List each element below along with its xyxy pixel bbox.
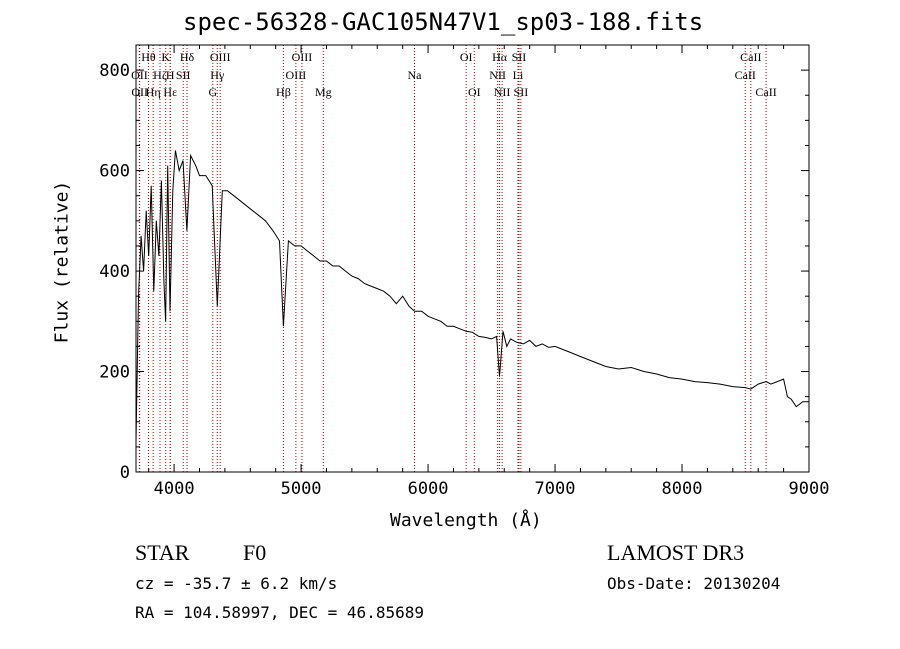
line-label-28: CaII xyxy=(755,85,776,99)
y-tick-label-3: 600 xyxy=(99,162,130,182)
line-label-9: Hδ xyxy=(180,50,195,64)
line-label-18: OI xyxy=(460,50,473,64)
y-tick-label-1: 200 xyxy=(99,363,130,383)
line-label-5: Hε xyxy=(163,85,177,99)
line-label-21: NII xyxy=(489,68,506,82)
line-label-14: OIII xyxy=(292,50,313,64)
object-class-label: STAR xyxy=(135,540,190,565)
axis-ticks: 4000 5000 6000 7000 8000 9000 0 200 400 600 800 xyxy=(99,44,830,499)
line-label-22: NII xyxy=(494,85,511,99)
line-label-0: Hθ xyxy=(141,50,156,64)
line-label-17: Na xyxy=(407,68,422,82)
line-label-27: CaII xyxy=(735,68,756,82)
coordinates-label: RA = 104.58997, DEC = 46.85689 xyxy=(135,603,424,622)
line-label-23: SII xyxy=(512,50,527,64)
subclass-label: F0 xyxy=(243,540,267,565)
line-label-6: K xyxy=(161,50,170,64)
x-tick-label-0: 4000 xyxy=(154,479,195,499)
redshift-label: cz = -35.7 ± 6.2 km/s xyxy=(135,574,338,593)
x-tick-label-5: 9000 xyxy=(789,479,830,499)
line-label-11: Hγ xyxy=(210,68,225,82)
chart-title: spec-56328-GAC105N47V1_sp03-188.fits xyxy=(183,8,704,36)
survey-label: LAMOST DR3 xyxy=(607,540,745,565)
line-label-24: Li xyxy=(513,68,524,82)
line-label-10: OIII xyxy=(210,50,231,64)
line-label-16: Mg xyxy=(315,85,332,99)
obs-date-label: Obs-Date: 20130204 xyxy=(607,574,781,593)
x-tick-label-4: 8000 xyxy=(662,479,703,499)
line-label-19: OI xyxy=(468,85,481,99)
x-tick-label-1: 5000 xyxy=(281,479,322,499)
line-label-3: Hη xyxy=(146,85,161,99)
y-axis-label: Flux (relative) xyxy=(51,180,73,344)
line-label-8: SII xyxy=(176,68,191,82)
line-label-4: Hζ xyxy=(153,68,167,82)
line-label-12: G xyxy=(208,85,217,99)
line-label-15: OIII xyxy=(286,68,307,82)
line-label-25: SII xyxy=(514,85,529,99)
series-flux xyxy=(135,150,809,442)
x-tick-label-3: 7000 xyxy=(535,479,576,499)
line-label-7: H xyxy=(166,68,175,82)
y-tick-label-4: 800 xyxy=(99,61,130,81)
x-axis-label: Wavelength (Å) xyxy=(390,510,542,531)
line-label-13: Hβ xyxy=(276,85,291,99)
y-tick-label-2: 400 xyxy=(99,262,130,282)
x-tick-label-2: 6000 xyxy=(408,479,449,499)
plot-frame xyxy=(135,44,810,473)
series-layer xyxy=(135,150,809,442)
line-label-26: CaII xyxy=(740,50,761,64)
y-tick-label-0: 0 xyxy=(120,463,130,483)
line-label-20: Hα xyxy=(492,50,508,64)
